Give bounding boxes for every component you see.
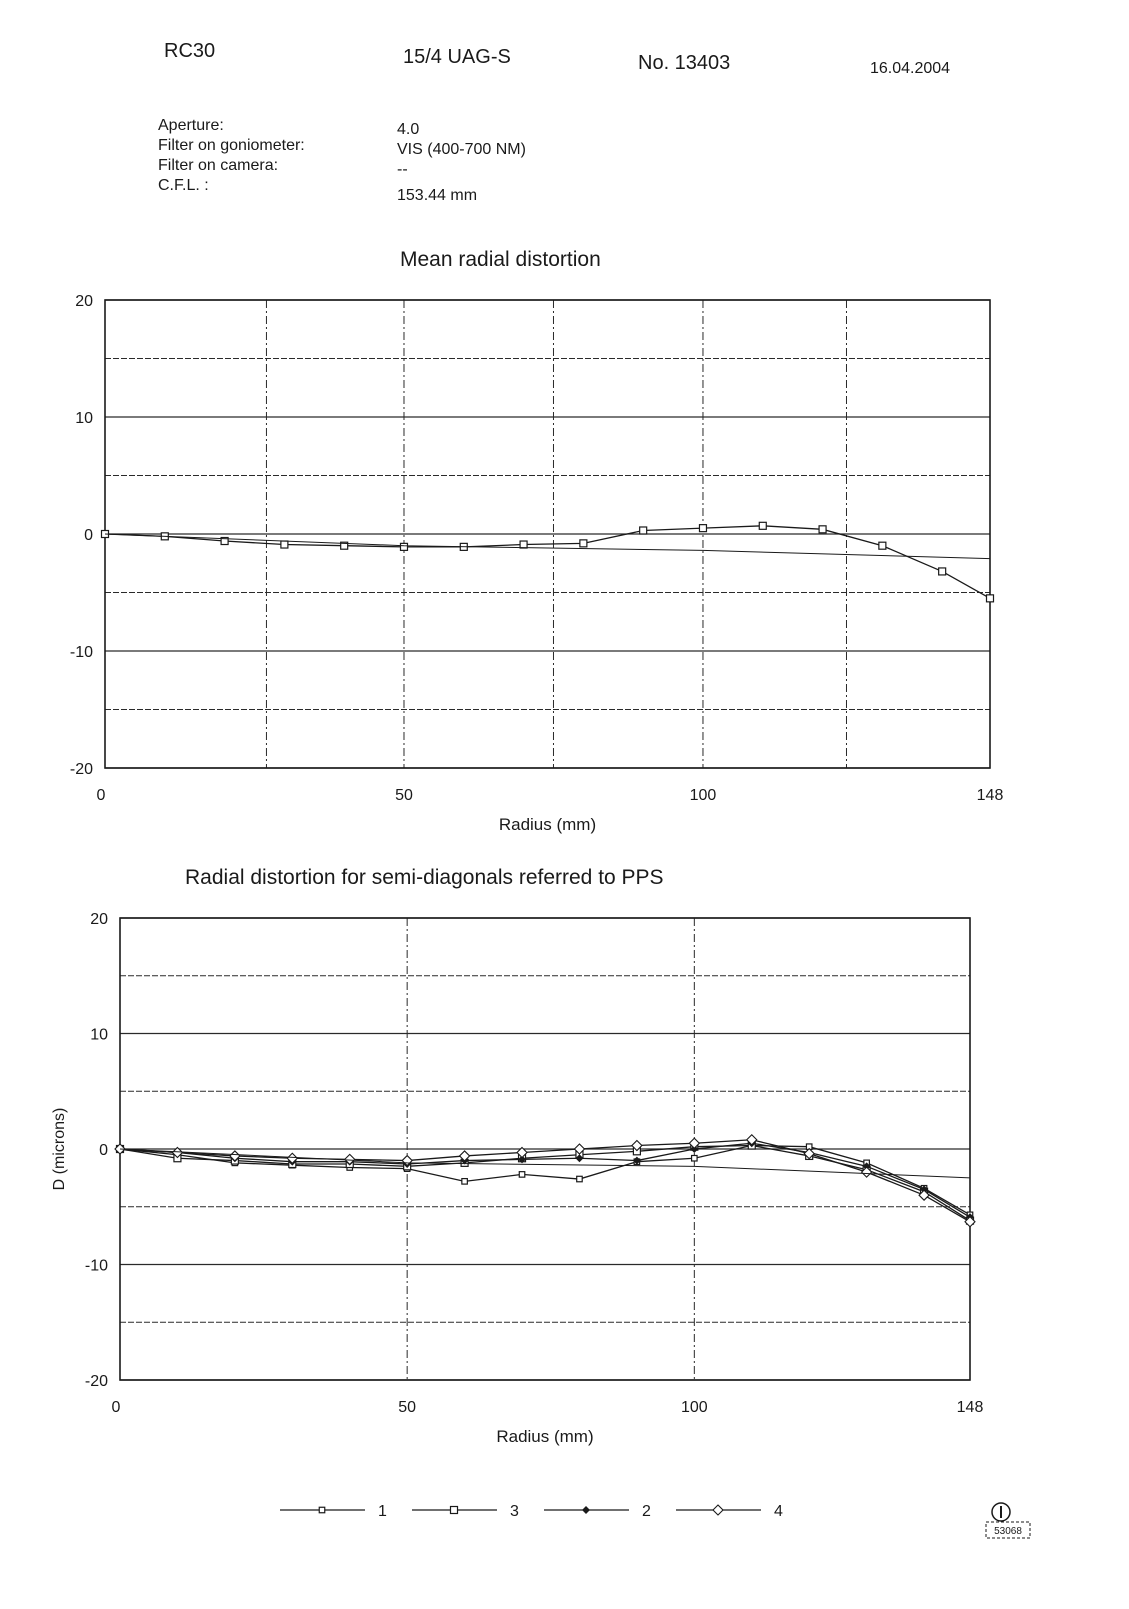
chart-2-ytick-10: 10 [90,1027,108,1044]
chart-1-ytick--10: -10 [70,644,93,661]
calibration-date: 16.04.2004 [870,60,951,77]
legend-marker-2 [582,1506,590,1514]
chart-2-xtick-148: 148 [957,1399,984,1416]
serial-number: No. 13403 [638,52,731,74]
chart-1-ytick--20: -20 [70,761,93,778]
chart-2-series-3-point-6 [458,1150,471,1162]
chart-1-xtick-148: 148 [977,787,1004,804]
chart-2-legend: 1 3 2 4 [280,1503,783,1520]
chart-2-xtick-100: 100 [681,1399,708,1416]
chart-1-series-0-point-8 [579,539,588,548]
chart-2-series-3-line [119,1139,971,1223]
chart-1-ytick-0: 0 [84,527,93,544]
legend-marker-3 [449,1505,459,1515]
chart-2-series-0-point-8 [576,1175,583,1183]
chart-1-series-0-point-3 [280,540,289,549]
camera-model: RC30 [164,40,216,62]
chart-2-ylabel: D (microns) [51,1108,68,1191]
stamp-text: 53068 [994,1526,1022,1537]
chart-2-title: Radial distortion for semi-diagonals ref… [185,866,664,889]
meta-label-cfl: C.F.L. : [158,177,209,194]
chart-2-ytick-20: 20 [90,911,108,928]
chart-1-xtick-0: 0 [97,787,106,804]
chart-1-xtick-50: 50 [395,787,413,804]
chart-2-series-0-point-6 [461,1177,468,1185]
chart-2-series-3-point-9 [631,1139,643,1152]
chart-1-xlabel: Radius (mm) [499,815,596,834]
chart-2-series-3-point-14 [918,1189,930,1201]
meta-label-goniometer-filter: Filter on goniometer: [158,137,305,154]
chart-1-ytick-20: 20 [75,293,93,310]
chart-2-reference-line [119,1148,971,1179]
chart-1-series-0-point-13 [878,541,887,550]
chart-2-series-3-point-10 [688,1137,701,1150]
chart-2-series-3-point-12 [803,1147,815,1160]
chart-2-series-2-point-9 [632,1156,641,1165]
chart-1-series-0-point-10 [698,524,708,533]
chart-1-series-0-point-7 [519,540,528,549]
chart-2-ytick--20: -20 [85,1373,108,1390]
chart-2-ytick-0: 0 [99,1142,108,1159]
legend-label-3: 3 [510,1503,519,1520]
meta-label-camera-filter: Filter on camera: [158,157,279,174]
chart-2-series-3-point-15 [964,1215,976,1228]
chart-1-xtick-100: 100 [690,787,717,804]
chart-2-xtick-50: 50 [398,1399,416,1416]
chart-1-title: Mean radial distortion [400,248,601,271]
chart-2-series-3-point-11 [745,1133,758,1146]
meta-values: 4.0 VIS (400-700 NM) -- 153.44 mm [397,120,526,206]
chart-1-series-0-point-5 [399,542,409,551]
legend-marker-1 [318,1506,326,1514]
chart-2-series-3-point-3 [286,1152,299,1165]
chart-2-series-2-point-8 [575,1154,584,1163]
certification-stamp: 53068 [985,1500,1035,1540]
chart-2-series-0-point-7 [518,1171,526,1178]
meta-value-goniometer-filter: VIS (400-700 NM) [397,141,526,158]
chart-1-series-0-point-4 [340,541,349,550]
chart-2-series-3-point-1 [171,1146,184,1159]
chart-2-series-3-point-4 [343,1153,356,1166]
meta-value-camera-filter: -- [397,161,408,178]
chart-1-series-0-line [104,525,991,599]
chart-2-series-3-point-13 [860,1166,873,1178]
chart-1-series-0-point-14 [938,567,947,576]
legend-label-4: 4 [774,1503,783,1520]
lens-type: 15/4 UAG-S [403,46,511,68]
chart-2-series-3-point-7 [516,1146,528,1159]
legend-label-1: 1 [378,1503,387,1520]
chart-2-series-0-point-10 [690,1154,698,1162]
legend-label-2: 2 [642,1503,651,1520]
meta-value-cfl: 153.44 mm [397,187,478,204]
meta-labels: Aperture: Filter on goniometer: Filter o… [158,116,305,196]
chart-1-ytick-10: 10 [75,410,93,427]
legend-marker-4 [712,1504,724,1516]
chart-2-xlabel: Radius (mm) [496,1427,593,1446]
chart-1-series-0-point-2 [220,536,229,546]
chart-1-series-0-point-11 [758,521,767,530]
chart-2-xtick-0: 0 [112,1399,121,1416]
chart-2-series-2-point-7 [518,1155,527,1164]
chart-2-ytick--10: -10 [85,1258,108,1275]
chart-2-series-0-line [119,1144,971,1216]
chart-2-series-2-line [119,1142,971,1218]
chart-2-series-3-point-8 [573,1143,586,1155]
meta-label-aperture: Aperture: [158,117,224,134]
chart-1-reference-line [104,533,991,560]
chart-1-series-0-point-9 [639,526,648,535]
chart-1-series-0-point-12 [818,525,827,534]
chart-1-series-0-point-15 [985,594,995,603]
meta-value-aperture: 4.0 [397,121,420,138]
